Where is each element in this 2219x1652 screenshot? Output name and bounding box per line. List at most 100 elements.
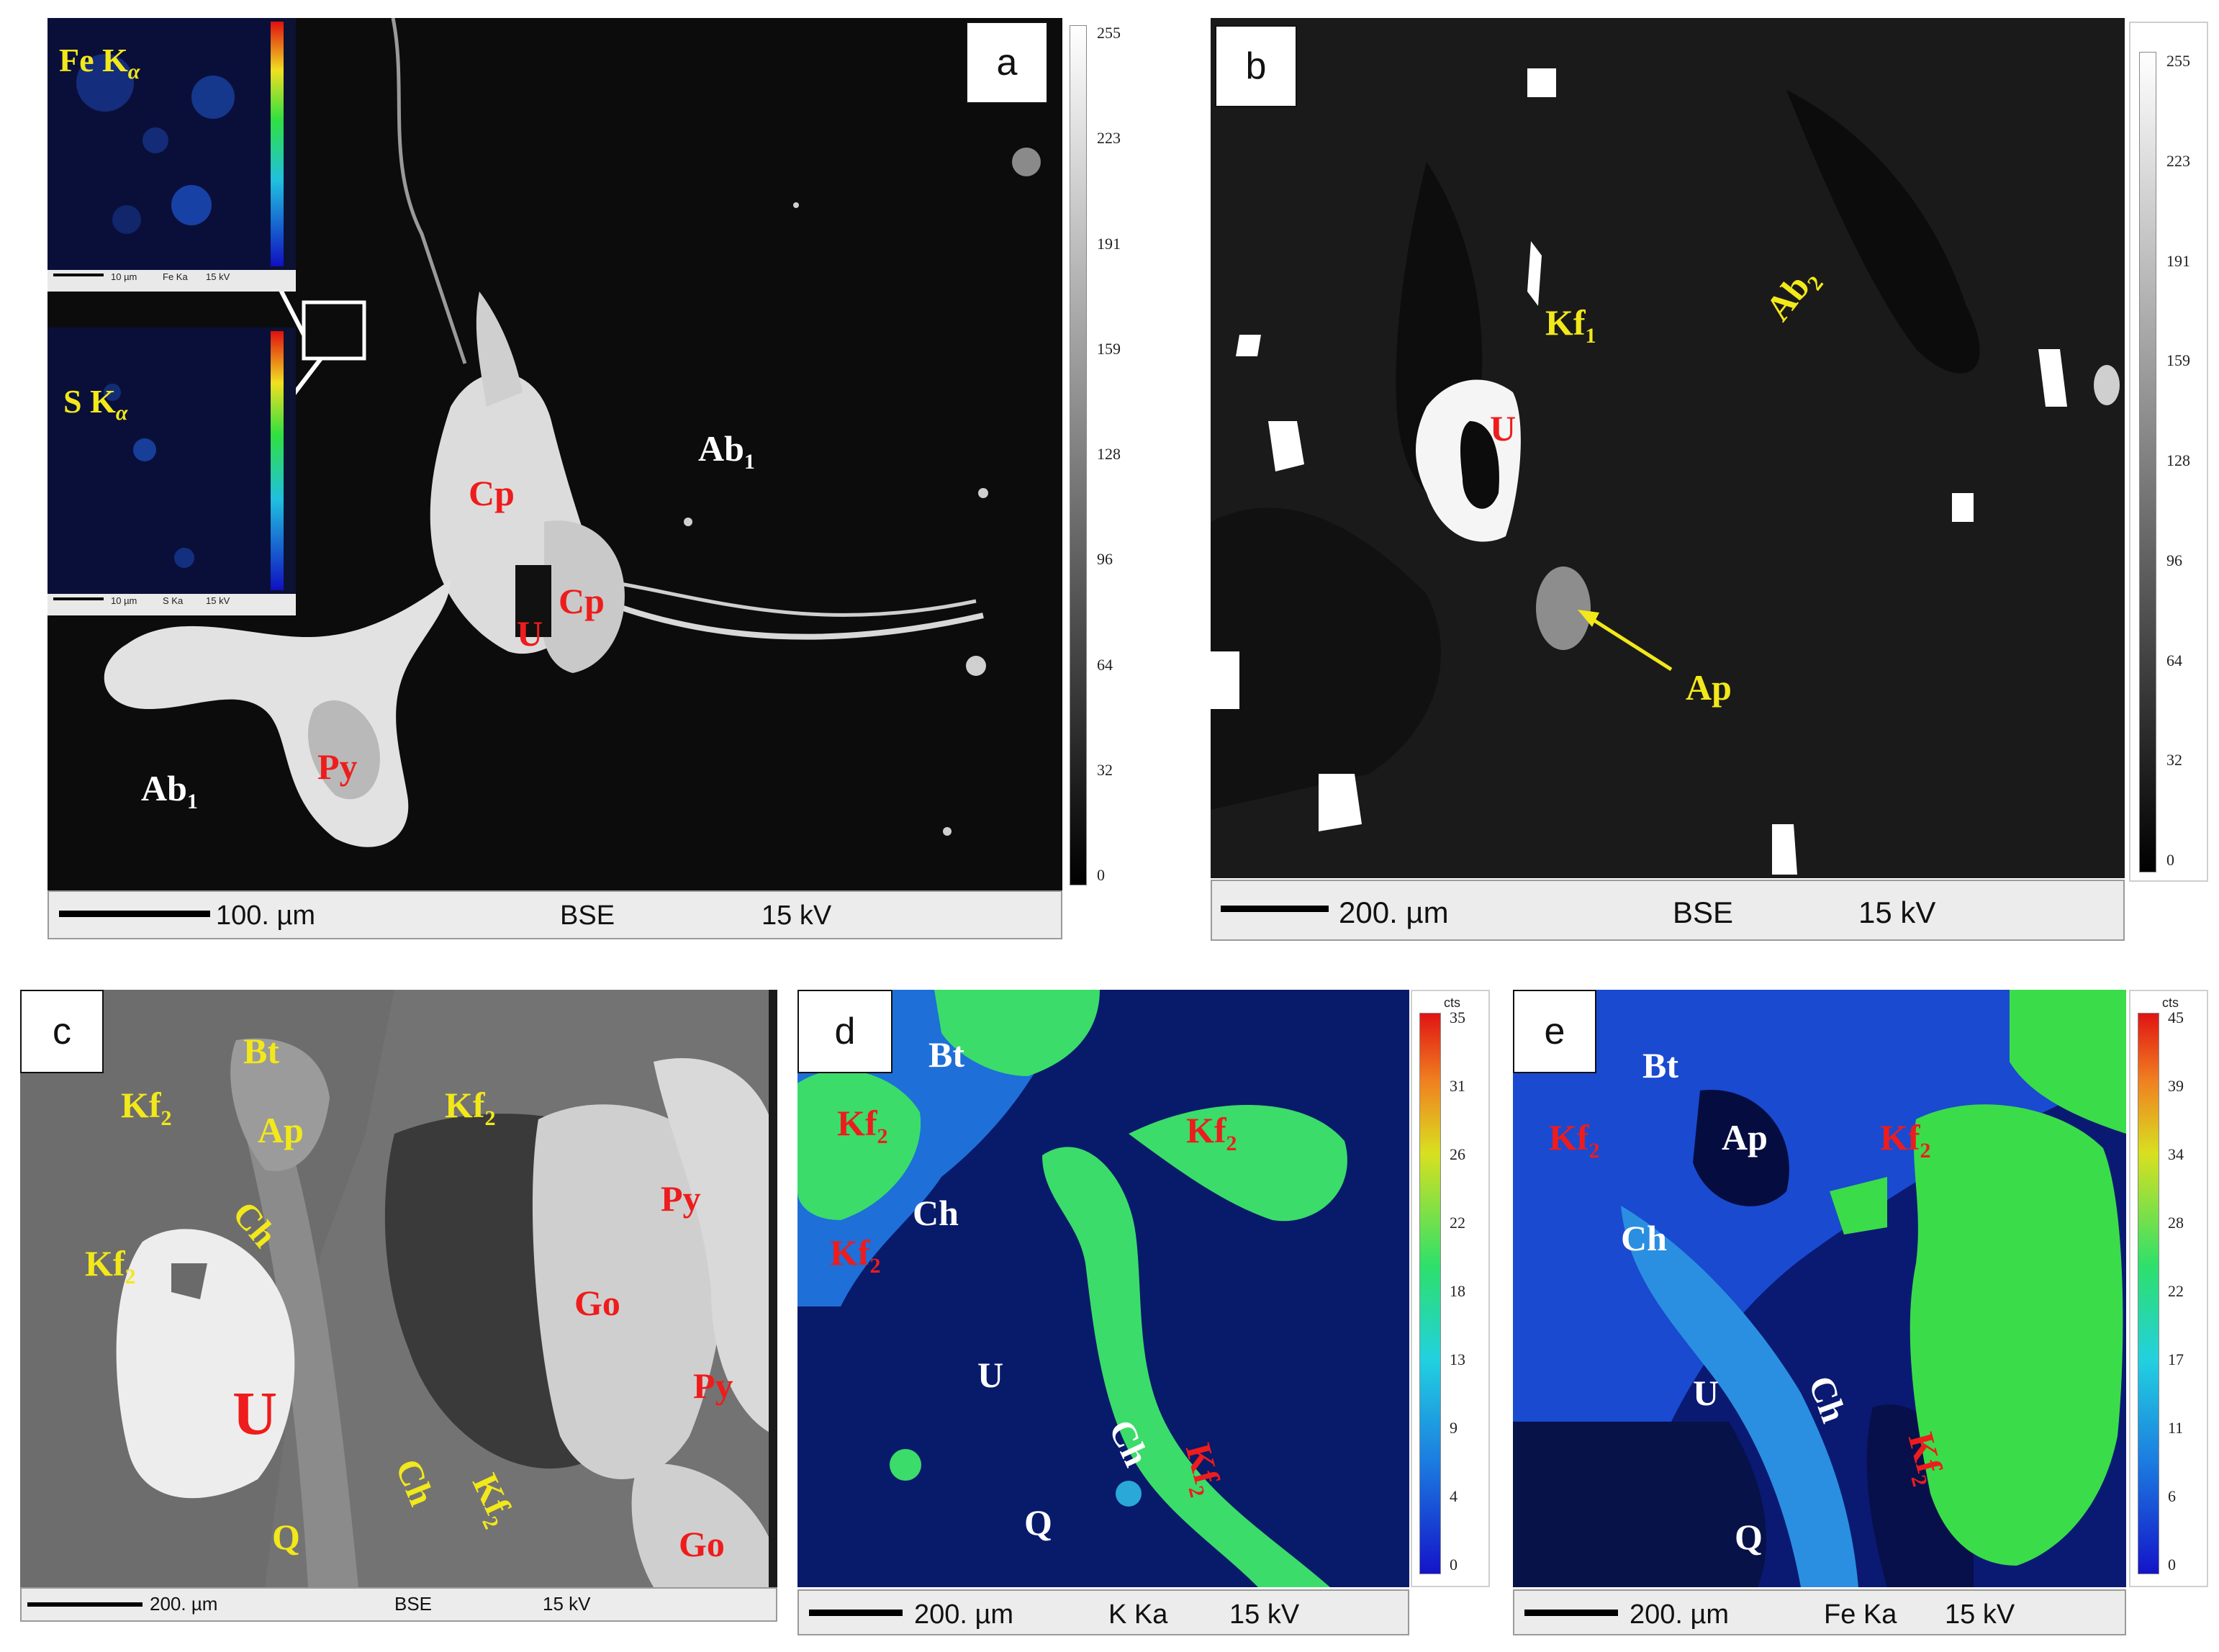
label-go-a: Go [574, 1283, 620, 1323]
label-bt: Bt [243, 1031, 279, 1071]
panel-a-scale-length: 100. µm [216, 901, 316, 931]
panel-b-label: b [1215, 25, 1297, 107]
colorbar-tick-label: 64 [1097, 655, 1113, 674]
label-kf2-c: Kf2 [1186, 1110, 1237, 1155]
fe-inset-scalebar: 10 µm Fe Ka 15 kV [48, 270, 296, 292]
panel-d-scale-bar [809, 1610, 903, 1616]
panel-c: c Bt Ap Kf2 Kf2 Kf2 Kf2 Ch Ch U Q Py Py … [20, 990, 777, 1587]
panel-d-kka-map [797, 990, 1409, 1587]
label-q: Q [272, 1517, 300, 1557]
panel-e-colorbar-title: cts [2162, 996, 2179, 1010]
colorbar-tick-label: 4 [1450, 1487, 1458, 1505]
panel-a-colorbar-gradient [1070, 25, 1087, 885]
colorbar-tick-label: 32 [1097, 760, 1113, 779]
label-u: U [517, 613, 543, 654]
s-inset-scale-length: 10 µm [111, 595, 137, 606]
panel-a-scale-mode: BSE [560, 901, 615, 931]
label-ap: Ap [1722, 1117, 1768, 1157]
panel-e-label: e [1513, 990, 1596, 1073]
colorbar-tick-label: 0 [1097, 866, 1105, 884]
label-kf2-a: Kf2 [837, 1103, 888, 1148]
panel-a-colorbar: 255 223 191 159 128 96 64 32 0 [1064, 18, 1127, 890]
s-map-inset: S Kα 10 µm S Ka 15 kV [48, 328, 296, 615]
label-py-b: Py [693, 1366, 733, 1406]
colorbar-tick-label: 128 [1097, 445, 1121, 463]
panel-c-scale-length: 200. µm [150, 1593, 218, 1615]
label-u: U [1490, 408, 1517, 448]
panel-e-colorbar-gradient [2138, 1013, 2159, 1574]
colorbar-tick-label: 11 [2168, 1419, 2184, 1437]
label-kf1: Kf1 [1545, 302, 1596, 348]
colorbar-tick-label: 96 [1097, 550, 1113, 569]
panel-a-scalebar: 100. µm BSE 15 kV [48, 890, 1062, 939]
label-u: U [977, 1355, 1004, 1395]
colorbar-tick-label: 191 [2166, 251, 2190, 270]
panel-a: Fe Kα 10 µm Fe Ka 15 kV [48, 18, 1062, 890]
colorbar-tick-label: 255 [2166, 52, 2190, 70]
panel-c-bse-image [20, 990, 777, 1587]
colorbar-tick-label: 28 [2168, 1214, 2184, 1232]
label-bt: Bt [928, 1034, 964, 1075]
panel-b-bse-image [1211, 18, 2125, 878]
label-ch-a: Ch [1621, 1218, 1667, 1258]
label-kf2-a: Kf2 [121, 1085, 172, 1130]
colorbar-tick-label: 64 [2166, 651, 2182, 669]
label-kf2-a: Kf2 [1549, 1117, 1600, 1163]
colorbar-tick-label: 223 [2166, 151, 2190, 170]
colorbar-tick-label: 22 [2168, 1282, 2184, 1300]
label-cp-top: Cp [469, 473, 515, 513]
panel-a-scale-bar [59, 911, 210, 917]
panel-e-scale-mode: Fe Ka [1824, 1599, 1897, 1630]
fe-map-inset: Fe Kα 10 µm Fe Ka 15 kV [48, 18, 296, 292]
label-u: U [1693, 1373, 1719, 1413]
label-ab1-right: Ab1 [698, 428, 755, 474]
label-py-a: Py [661, 1178, 701, 1219]
panel-d-scale-length: 200. µm [914, 1599, 1014, 1630]
fe-inset-scale-bar [53, 274, 104, 276]
label-bt: Bt [1642, 1045, 1678, 1085]
colorbar-tick-label: 26 [1450, 1145, 1465, 1163]
colorbar-tick-label: 35 [1450, 1008, 1465, 1026]
label-kf2-b: Kf2 [1880, 1117, 1931, 1163]
colorbar-tick-label: 128 [2166, 451, 2190, 469]
colorbar-tick-label: 45 [2168, 1008, 2184, 1026]
panel-d-scale-mode: K Ka [1108, 1599, 1168, 1630]
label-ab1-left: Ab1 [141, 768, 198, 813]
fe-map-image [48, 18, 284, 270]
panel-d-scale-voltage: 15 kV [1229, 1599, 1300, 1630]
colorbar-tick-label: 159 [1097, 339, 1121, 358]
label-q: Q [1024, 1502, 1052, 1543]
label-cp-right: Cp [559, 581, 605, 621]
panel-c-label: c [20, 990, 104, 1073]
colorbar-tick-label: 39 [2168, 1077, 2184, 1095]
s-inset-scale-bar [53, 597, 104, 600]
s-inset-voltage: 15 kV [206, 595, 230, 606]
colorbar-tick-label: 18 [1450, 1282, 1465, 1300]
label-kf2-b: Kf2 [830, 1232, 881, 1278]
colorbar-tick-label: 96 [2166, 551, 2182, 569]
fe-inset-element: Fe Ka [163, 271, 188, 282]
panel-d-label: d [797, 990, 892, 1073]
colorbar-tick-label: 22 [1450, 1214, 1465, 1232]
label-kf2-b: Kf2 [445, 1085, 496, 1130]
colorbar-tick-label: 34 [2168, 1145, 2184, 1163]
panel-a-label: a [966, 22, 1048, 104]
panel-d-colorbar-gradient [1419, 1013, 1441, 1574]
panel-a-scale-voltage: 15 kV [761, 901, 832, 931]
label-ap: Ap [258, 1110, 304, 1150]
panel-b-scale-bar [1221, 906, 1329, 912]
colorbar-tick-label: 255 [1097, 24, 1121, 42]
label-py: Py [317, 746, 358, 787]
panel-e-scale-bar [1524, 1610, 1618, 1616]
panel-e-scale-voltage: 15 kV [1945, 1599, 2015, 1630]
s-inset-title: S Kα [63, 383, 128, 425]
panel-c-scalebar: 200. µm BSE 15 kV [20, 1587, 777, 1622]
panel-e-scalebar: 200. µm Fe Ka 15 kV [1513, 1589, 2126, 1635]
s-inset-scalebar: 10 µm S Ka 15 kV [48, 594, 296, 615]
label-go-b: Go [679, 1524, 725, 1564]
panel-e-colorbar: cts 45 39 34 28 22 17 11 6 0 [2129, 990, 2208, 1587]
colorbar-tick-label: 0 [2168, 1556, 2176, 1574]
panel-d-scalebar: 200. µm K Ka 15 kV [797, 1589, 1409, 1635]
panel-b-colorbar-gradient [2139, 52, 2156, 872]
fe-inset-scale-length: 10 µm [111, 271, 137, 282]
